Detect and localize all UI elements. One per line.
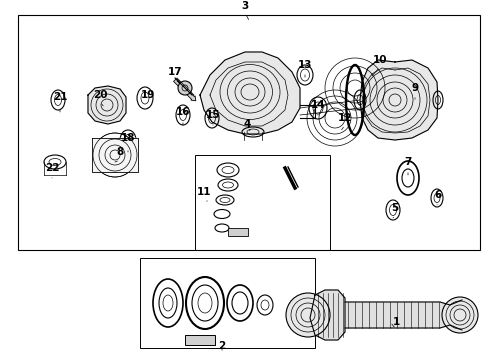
Bar (195, 155, 330, 250)
Polygon shape (310, 290, 345, 340)
Text: 22: 22 (45, 163, 59, 173)
Circle shape (286, 293, 330, 337)
Text: 16: 16 (176, 107, 190, 117)
Polygon shape (200, 52, 300, 134)
Text: 10: 10 (373, 55, 387, 65)
Text: 17: 17 (168, 67, 182, 77)
Text: 18: 18 (121, 133, 135, 143)
Text: 8: 8 (117, 147, 123, 157)
Text: 11: 11 (197, 187, 211, 197)
Text: 13: 13 (298, 60, 312, 70)
Text: 12: 12 (338, 113, 352, 123)
Polygon shape (360, 60, 438, 140)
Text: 6: 6 (434, 190, 441, 200)
Text: 1: 1 (392, 317, 400, 327)
Bar (185, 335, 215, 345)
Circle shape (178, 81, 192, 95)
Text: 15: 15 (206, 110, 220, 120)
FancyArrow shape (173, 78, 196, 101)
Text: 5: 5 (392, 203, 399, 213)
Text: 20: 20 (93, 90, 107, 100)
Text: 4: 4 (244, 119, 251, 129)
Text: 19: 19 (141, 90, 155, 100)
Bar (228, 228, 248, 236)
Polygon shape (92, 138, 138, 172)
Text: 2: 2 (219, 341, 225, 351)
Text: 21: 21 (53, 92, 67, 102)
Text: 3: 3 (242, 1, 248, 11)
Polygon shape (345, 300, 462, 330)
Bar (18, 15, 480, 250)
Polygon shape (88, 86, 126, 124)
Text: 9: 9 (412, 83, 418, 93)
Text: 7: 7 (404, 157, 412, 167)
Circle shape (442, 297, 478, 333)
Bar (140, 258, 315, 348)
Text: 14: 14 (311, 100, 325, 110)
